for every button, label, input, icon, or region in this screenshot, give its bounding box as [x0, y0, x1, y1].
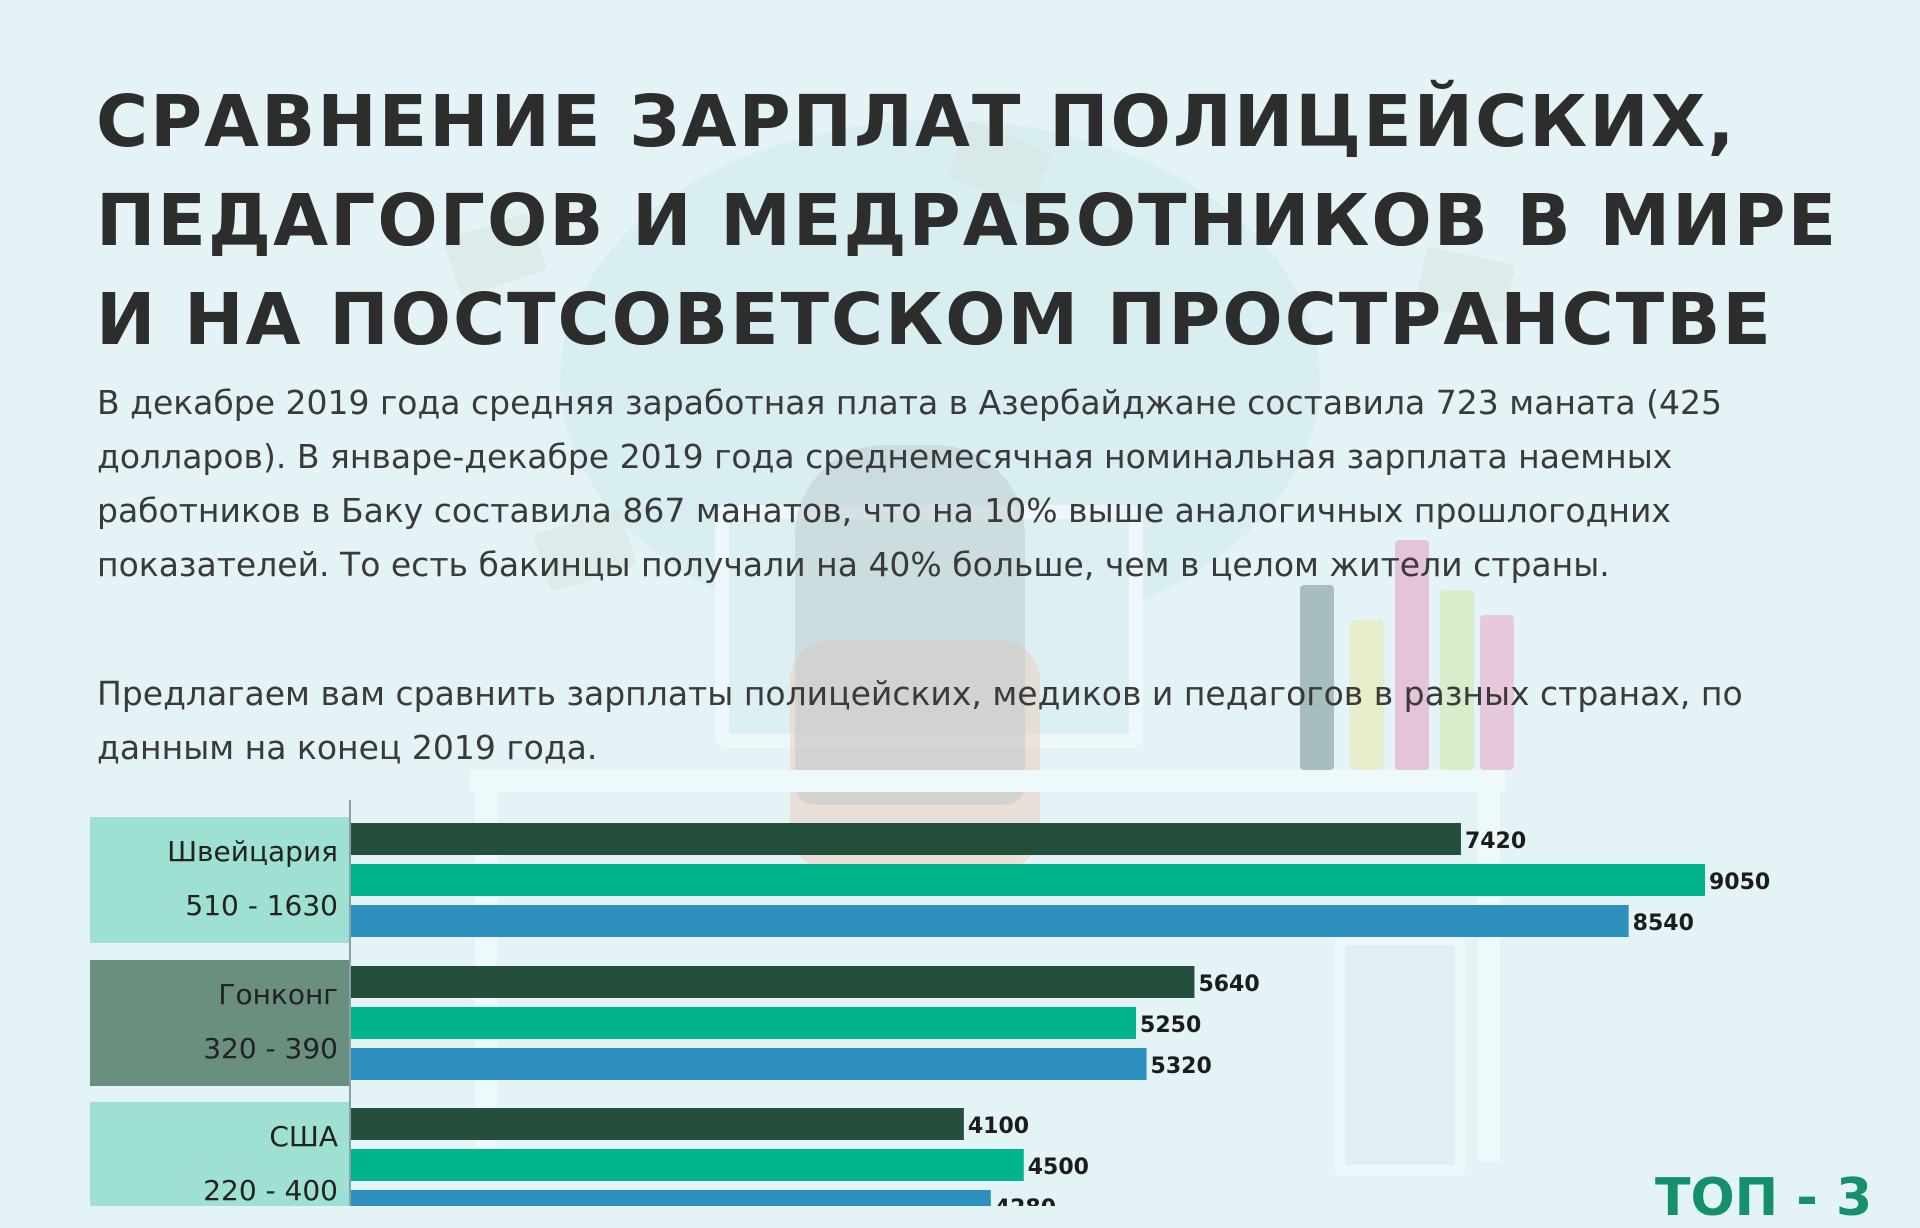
- bar-value-label: 4280: [995, 1196, 1056, 1206]
- category-label: Гонконг: [218, 978, 338, 1011]
- bar-value-label: 4100: [968, 1114, 1029, 1139]
- bar: [350, 1048, 1147, 1080]
- bar: [350, 1149, 1024, 1181]
- page-title: Сравнение зарплат полицейских, педагогов…: [96, 80, 1839, 361]
- bar: [350, 1190, 991, 1206]
- bar-value-label: 9050: [1709, 870, 1770, 895]
- bar: [350, 1108, 964, 1140]
- desk-illustration: [470, 770, 1505, 792]
- intro-paragraph: В декабре 2019 года средняя заработная п…: [97, 383, 1722, 584]
- category-label-box: [90, 817, 350, 943]
- category-label: США: [269, 1120, 338, 1153]
- top-3-badge: ТОП - 3: [1655, 1168, 1873, 1228]
- book-decoration: [1395, 540, 1429, 770]
- category-label: Швейцария: [167, 835, 338, 868]
- computer-tower-illustration: [1335, 935, 1465, 1175]
- bar-value-label: 8540: [1633, 911, 1694, 936]
- bar-value-label: 5640: [1198, 972, 1259, 997]
- bar: [350, 864, 1705, 896]
- desk-leg: [475, 792, 497, 1162]
- intro-paragraph-2: Предлагаем вам сравнить зарплаты полицей…: [97, 674, 1743, 767]
- bar-value-label: 5250: [1140, 1013, 1201, 1038]
- bar-value-label: 4500: [1028, 1155, 1089, 1180]
- monitor-illustration: [715, 505, 1143, 748]
- bar: [350, 905, 1629, 937]
- book-decoration: [1480, 615, 1514, 770]
- book-decoration: [1300, 585, 1334, 770]
- category-range-label: 510 - 1630: [185, 889, 338, 922]
- bar: [350, 1007, 1137, 1039]
- book-decoration: [1350, 620, 1384, 770]
- category-label-box: [90, 960, 350, 1086]
- category-label-box: [90, 1102, 350, 1206]
- desk-leg: [1478, 792, 1500, 1162]
- category-range-label: 320 - 390: [203, 1032, 338, 1065]
- category-range-label: 220 - 400: [203, 1174, 338, 1206]
- book-decoration: [1440, 590, 1474, 770]
- bar-value-label: 5320: [1151, 1054, 1212, 1079]
- person-illustration: [795, 445, 1025, 805]
